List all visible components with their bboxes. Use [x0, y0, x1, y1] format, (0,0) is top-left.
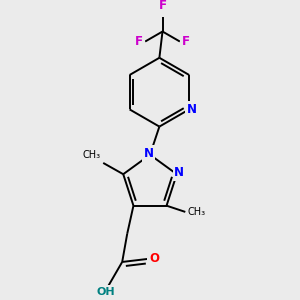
Text: N: N: [187, 103, 197, 116]
Text: N: N: [174, 167, 184, 179]
Text: F: F: [135, 35, 143, 48]
Text: CH₃: CH₃: [188, 207, 206, 217]
Text: F: F: [182, 35, 190, 48]
Text: OH: OH: [97, 287, 115, 297]
Text: CH₃: CH₃: [82, 150, 101, 161]
Text: N: N: [144, 147, 154, 160]
Text: O: O: [149, 252, 159, 265]
Text: F: F: [158, 0, 166, 12]
